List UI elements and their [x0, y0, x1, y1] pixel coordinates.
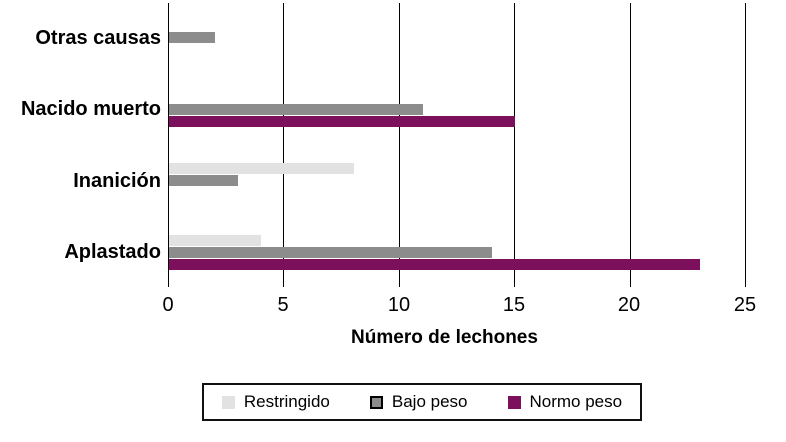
bar-restringido	[169, 234, 262, 246]
legend-label-bajo-peso: Bajo peso	[391, 392, 468, 411]
legend-label-restringido: Restringido	[243, 392, 330, 411]
gridline-20	[629, 3, 631, 287]
legend-item-normo-peso: Normo peso	[507, 392, 623, 412]
category-bars-1	[169, 92, 746, 128]
category-label-aplastado: Aplastado	[64, 241, 161, 263]
x-axis-title: Número de lechones	[351, 327, 538, 348]
category-label-inanicion: Inanición	[73, 170, 161, 192]
category-bars-2	[169, 163, 746, 199]
bar-normo-peso	[169, 258, 700, 270]
gridline-25	[745, 3, 746, 287]
bar-bajo-peso	[169, 103, 423, 115]
legend-item-bajo-peso: Bajo peso	[369, 392, 468, 412]
x-tick-20: 20	[617, 294, 641, 316]
bar-normo-peso	[169, 115, 516, 127]
x-tick-5: 5	[277, 294, 289, 316]
legend: Restringido Bajo peso Normo peso	[202, 383, 642, 421]
x-tick-0: 0	[162, 294, 174, 316]
category-bars-0	[169, 20, 746, 56]
bar-bajo-peso	[169, 32, 216, 43]
legend-label-normo-peso: Normo peso	[529, 392, 623, 411]
x-tick-10: 10	[387, 294, 411, 316]
gridline-0	[168, 3, 169, 287]
bar-restringido	[169, 163, 354, 174]
x-tick-25: 25	[733, 294, 757, 316]
gridline-15	[514, 3, 516, 287]
category-bars-3	[169, 234, 746, 271]
bar-bajo-peso	[169, 175, 239, 186]
x-tick-15: 15	[502, 294, 526, 316]
legend-item-restringido: Restringido	[221, 392, 330, 412]
legend-swatch-restringido	[221, 395, 235, 409]
legend-swatch-bajo-peso	[369, 395, 383, 409]
gridline-10	[398, 3, 400, 287]
legend-swatch-normo-peso	[507, 395, 521, 409]
bar-bajo-peso	[169, 246, 493, 258]
category-label-nacido-muerto: Nacido muerto	[20, 98, 161, 120]
category-label-otras-causas: Otras causas	[35, 27, 161, 49]
gridline-5	[283, 3, 285, 287]
